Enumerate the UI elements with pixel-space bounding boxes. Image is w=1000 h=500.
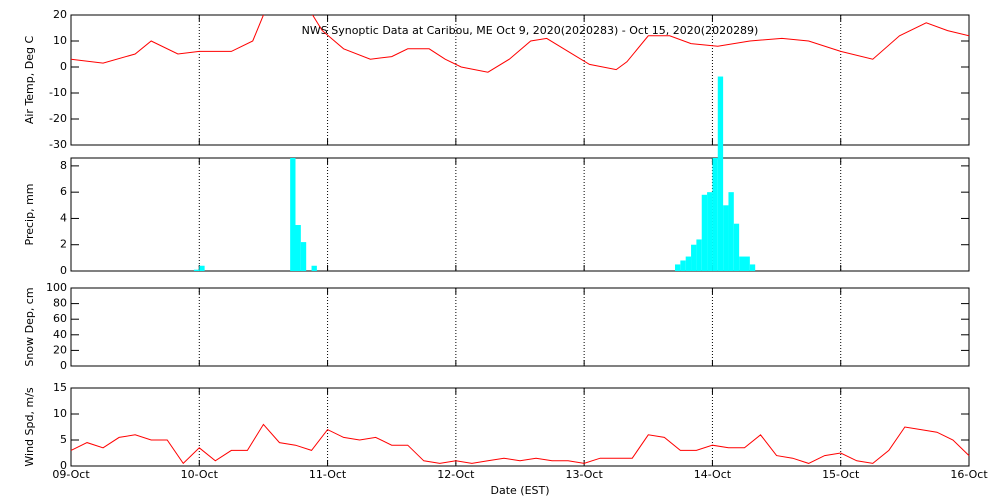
y-tick-label: 40 — [53, 328, 67, 341]
plot-frame — [70, 287, 970, 367]
y-tick-label: 10 — [53, 407, 67, 420]
x-tick-label: 13-Oct — [565, 468, 603, 481]
x-tick-label: 11-Oct — [309, 468, 347, 481]
plot-frame — [70, 14, 970, 146]
bar — [691, 244, 697, 271]
bar — [701, 194, 708, 271]
y-axis-label: Snow Dep, cm — [23, 287, 36, 366]
x-tick-label: 10-Oct — [181, 468, 219, 481]
x-tick-label: 12-Oct — [437, 468, 475, 481]
y-tick-label: 80 — [53, 297, 67, 310]
y-tick-label: 15 — [53, 381, 67, 394]
bar — [749, 264, 756, 271]
bar — [199, 265, 205, 271]
x-tick-label: 14-Oct — [694, 468, 732, 481]
y-tick-label: 0 — [60, 264, 67, 277]
x-tick-label: 15-Oct — [822, 468, 860, 481]
bar — [728, 192, 734, 271]
bar — [739, 256, 745, 271]
chart-title: NWS Synoptic Data at Caribou, ME Oct 9, … — [302, 24, 759, 37]
plot-frame — [70, 387, 970, 467]
y-tick-label: -20 — [49, 112, 67, 125]
x-tick-label: 16-Oct — [950, 468, 988, 481]
x-axis-label: Date (EST) — [490, 484, 549, 497]
y-axis-label: Wind Spd, m/s — [23, 387, 36, 467]
bar — [295, 225, 301, 271]
y-tick-label: 20 — [53, 8, 67, 21]
y-tick-label: 100 — [46, 281, 67, 294]
plot-frame — [70, 157, 970, 272]
bar — [193, 269, 200, 271]
y-tick-label: -30 — [49, 138, 67, 151]
y-tick-label: 0 — [60, 60, 67, 73]
bar — [685, 256, 692, 271]
y-tick-label: 4 — [60, 211, 67, 224]
bar — [723, 205, 729, 271]
data-line — [70, 423, 970, 465]
y-tick-label: 20 — [53, 343, 67, 356]
bar — [680, 260, 686, 271]
y-tick-label: 10 — [53, 34, 67, 47]
y-tick-label: 0 — [60, 459, 67, 472]
bar — [300, 242, 307, 271]
bar — [696, 239, 702, 271]
y-tick-label: 60 — [53, 312, 67, 325]
y-axis-label: Air Temp, Deg C — [23, 36, 36, 125]
bar — [290, 158, 296, 271]
bar — [744, 256, 750, 271]
bar — [675, 264, 681, 271]
bar — [311, 265, 317, 271]
y-tick-label: 8 — [60, 159, 67, 172]
y-tick-label: -10 — [49, 86, 67, 99]
bar — [717, 76, 724, 271]
x-tick-label: 09-Oct — [52, 468, 90, 481]
y-tick-label: 2 — [60, 238, 67, 251]
bar — [707, 192, 713, 271]
y-axis-label: Precip, mm — [23, 184, 36, 246]
bar — [733, 223, 740, 271]
y-tick-label: 6 — [60, 185, 67, 198]
y-tick-label: 0 — [60, 359, 67, 372]
y-tick-label: 5 — [60, 433, 67, 446]
bar — [712, 158, 718, 271]
data-line — [71, 15, 969, 73]
